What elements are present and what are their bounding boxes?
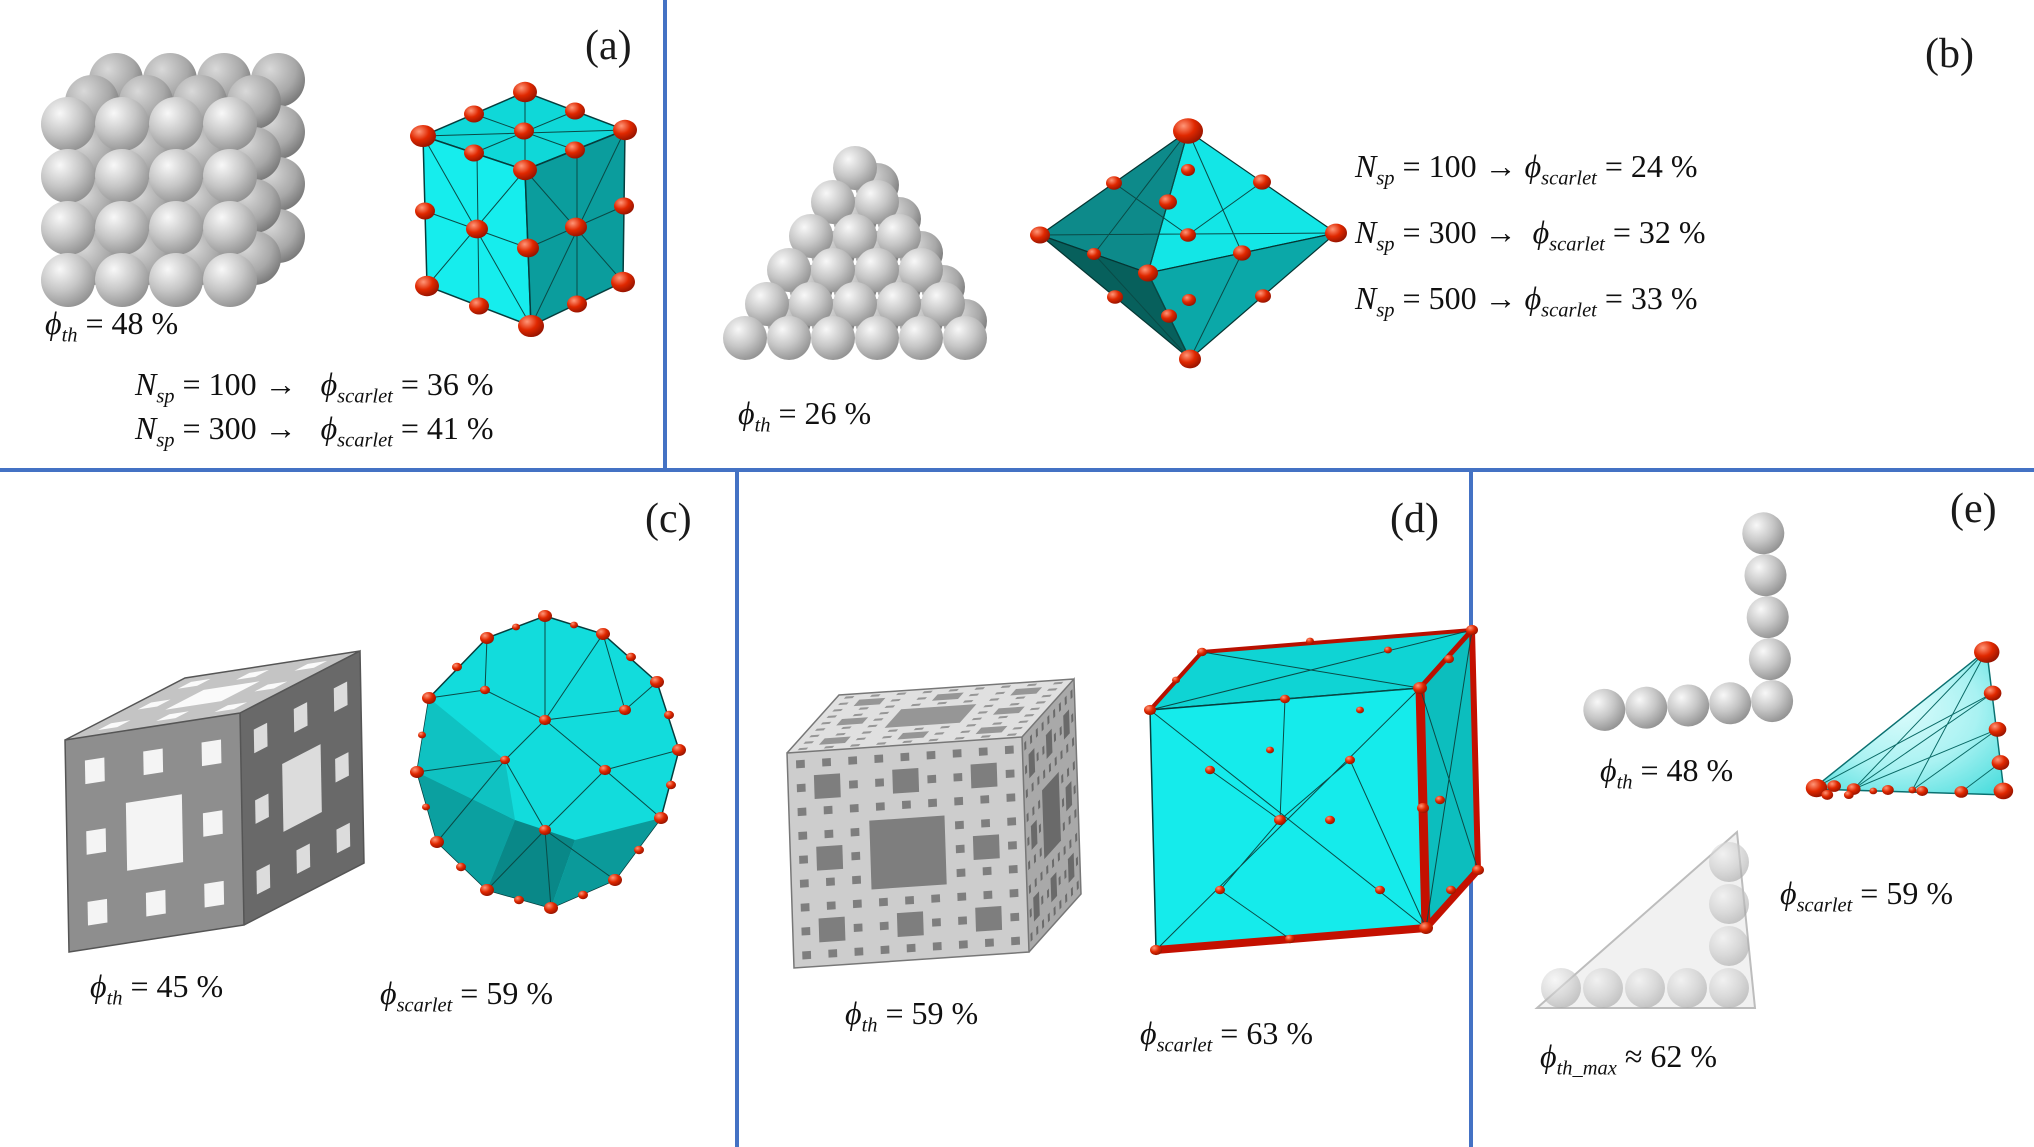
nsp-row-b-2: Nsp = 300 → ϕscarlet = 32 % bbox=[1355, 214, 1706, 256]
panel-label-a: (a) bbox=[585, 23, 632, 69]
sphere-cluster-spheres bbox=[41, 53, 305, 307]
phi-th-label-c: ϕth = 45 % bbox=[90, 968, 224, 1010]
contact-sphere-markers bbox=[1805, 641, 2014, 800]
ghost-l-shape-spheres bbox=[1541, 842, 1749, 1008]
contact-sphere-markers bbox=[1030, 118, 1347, 369]
panel-label-b: (b) bbox=[1925, 31, 1974, 77]
contact-sphere-markers bbox=[1144, 624, 1484, 956]
nsp-row-a-1: Nsp = 100 → ϕscarlet = 36 % bbox=[135, 366, 494, 408]
contact-sphere-markers bbox=[410, 81, 637, 338]
contact-sphere-markers bbox=[410, 610, 686, 914]
phi-th-label-d: ϕth = 59 % bbox=[845, 995, 979, 1037]
max-packing-triangle-graphic bbox=[1534, 829, 1757, 1009]
sponge-top-face bbox=[787, 679, 1074, 753]
panel-label-d: (d) bbox=[1390, 496, 1439, 542]
sponge-front-face bbox=[787, 737, 1029, 968]
menger-sponge-level3-graphic bbox=[786, 677, 1082, 969]
cube-hull-graphic bbox=[1144, 624, 1484, 956]
nsp-row-b-3: Nsp = 500 → ϕscarlet = 33 % bbox=[1355, 280, 1698, 322]
divider-bottom-vertical-1 bbox=[735, 472, 739, 1147]
sponge-front-face bbox=[65, 713, 244, 952]
l-shape-spheres bbox=[1583, 512, 1794, 731]
phi-scarlet-label-d: ϕscarlet = 63 % bbox=[1140, 1015, 1313, 1057]
sphere-pyramid-graphic bbox=[723, 146, 987, 360]
divider-top-vertical bbox=[663, 0, 667, 470]
phi-th-label-a: ϕth = 48 % bbox=[45, 305, 179, 347]
nsp-row-a-2: Nsp = 300 → ϕscarlet = 41 % bbox=[135, 410, 494, 452]
phi-scarlet-label-c: ϕscarlet = 59 % bbox=[380, 975, 553, 1017]
panel-label-e: (e) bbox=[1950, 486, 1997, 532]
round-hull-graphic bbox=[410, 610, 686, 914]
triangle-hull-graphic bbox=[1805, 641, 2014, 800]
l-shape-spheres-graphic bbox=[1583, 512, 1794, 731]
menger-sponge-graphic bbox=[64, 649, 365, 953]
cuboid-hull-graphic bbox=[410, 81, 637, 338]
phi-th-max-label-e: ϕth_max ≈ 62 % bbox=[1540, 1038, 1718, 1080]
phi-th-label-b: ϕth = 26 % bbox=[738, 395, 872, 437]
octahedron-hull-graphic bbox=[1030, 118, 1347, 369]
nsp-row-b-1: Nsp = 100 → ϕscarlet = 24 % bbox=[1355, 148, 1698, 190]
phi-scarlet-label-e: ϕscarlet = 59 % bbox=[1780, 875, 1953, 917]
sponge-top-face bbox=[65, 651, 360, 740]
sponge-right-face bbox=[1022, 679, 1081, 952]
sphere-pyramid-spheres bbox=[723, 146, 987, 360]
sphere-cluster-graphic bbox=[41, 53, 305, 307]
panel-label-c: (c) bbox=[645, 496, 692, 542]
phi-th-label-e: ϕth = 48 % bbox=[1600, 752, 1734, 794]
sponge-right-face bbox=[240, 651, 364, 925]
divider-horizontal bbox=[0, 468, 2034, 472]
